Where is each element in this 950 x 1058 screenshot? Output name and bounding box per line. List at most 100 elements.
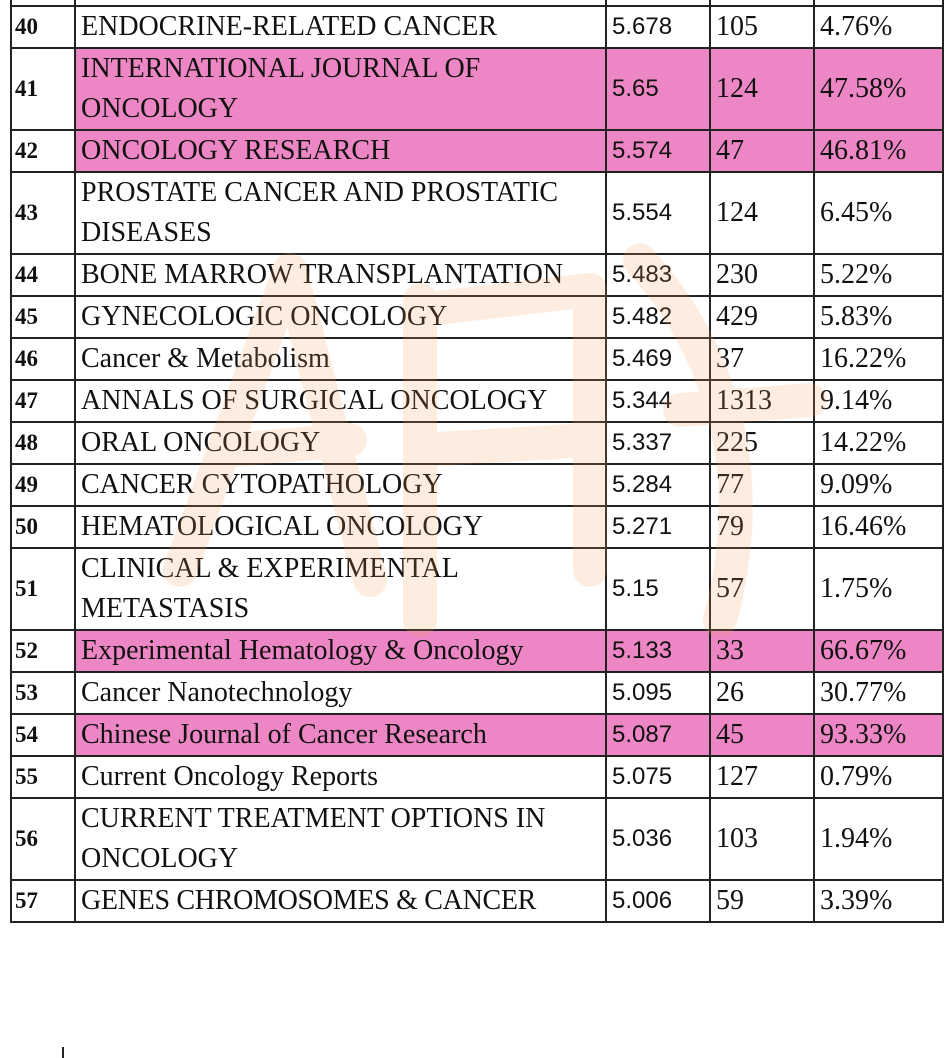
journal-name-cell: ANNALS OF SURGICAL ONCOLOGY <box>74 379 607 423</box>
table-row: 48 ORAL ONCOLOGY 5.337 225 14.22% <box>10 421 944 465</box>
impact-factor-cell: 5.087 <box>605 713 711 757</box>
journal-name-cell: CLINICAL & EXPERIMENTAL METASTASIS <box>74 547 607 631</box>
percent-cell: 46.81% <box>813 129 944 173</box>
article-count-cell: 429 <box>709 295 815 339</box>
rank-cell: 55 <box>10 755 76 799</box>
article-count-cell: 1313 <box>709 379 815 423</box>
journal-name-cell: Cancer Nanotechnology <box>74 671 607 715</box>
rank-cell: 45 <box>10 295 76 339</box>
article-count-cell: 105 <box>709 5 815 49</box>
percent-cell: 4.76% <box>813 5 944 49</box>
journal-name-cell: PROSTATE CANCER AND PROSTATIC DISEASES <box>74 171 607 255</box>
impact-factor-cell: 5.075 <box>605 755 711 799</box>
table-row: 47 ANNALS OF SURGICAL ONCOLOGY 5.344 1313 9.… <box>10 379 944 423</box>
impact-factor-cell: 5.095 <box>605 671 711 715</box>
article-count-cell: 47 <box>709 129 815 173</box>
article-count-cell: 45 <box>709 713 815 757</box>
percent-cell: 6.45% <box>813 171 944 255</box>
rank-cell: 41 <box>10 47 76 131</box>
rank-cell: 57 <box>10 879 76 923</box>
rank-cell: 42 <box>10 129 76 173</box>
table-row: 51 CLINICAL & EXPERIMENTAL METASTASIS 5.15… <box>10 547 944 631</box>
table-row: 45 GYNECOLOGIC ONCOLOGY 5.482 429 5.83% <box>10 295 944 339</box>
article-count-cell: 59 <box>709 879 815 923</box>
rank-cell: 49 <box>10 463 76 507</box>
article-count-cell: 26 <box>709 671 815 715</box>
impact-factor-cell: 5.006 <box>605 879 711 923</box>
impact-factor-cell: 5.133 <box>605 629 711 673</box>
impact-factor-cell: 5.344 <box>605 379 711 423</box>
journal-name-cell: ORAL ONCOLOGY <box>74 421 607 465</box>
journal-name-cell: HEMATOLOGICAL ONCOLOGY <box>74 505 607 549</box>
journal-name-cell: CANCER CYTOPATHOLOGY <box>74 463 607 507</box>
impact-factor-cell: 5.678 <box>605 5 711 49</box>
impact-factor-cell: 5.483 <box>605 253 711 297</box>
table-row: 53 Cancer Nanotechnology 5.095 26 30.77% <box>10 671 944 715</box>
rank-cell: 51 <box>10 547 76 631</box>
percent-cell: 16.46% <box>813 505 944 549</box>
journal-name-cell: BONE MARROW TRANSPLANTATION <box>74 253 607 297</box>
rank-cell: 46 <box>10 337 76 381</box>
rank-cell: 40 <box>10 5 76 49</box>
percent-cell: 0.79% <box>813 755 944 799</box>
journal-name-cell: Chinese Journal of Cancer Research <box>74 713 607 757</box>
rank-cell: 47 <box>10 379 76 423</box>
table-body: 40 ENDOCRINE-RELATED CANCER 5.678 105 4.76% 4… <box>10 0 944 923</box>
article-count-cell: 33 <box>709 629 815 673</box>
percent-cell: 5.83% <box>813 295 944 339</box>
article-count-cell: 124 <box>709 171 815 255</box>
journal-name-cell: ENDOCRINE-RELATED CANCER <box>74 5 607 49</box>
table-row: 43 PROSTATE CANCER AND PROSTATIC DISEASES… <box>10 171 944 255</box>
rank-cell: 53 <box>10 671 76 715</box>
rank-cell: 50 <box>10 505 76 549</box>
journal-name-cell: Current Oncology Reports <box>74 755 607 799</box>
rank-cell: 43 <box>10 171 76 255</box>
percent-cell: 9.09% <box>813 463 944 507</box>
percent-cell: 66.67% <box>813 629 944 673</box>
percent-cell: 3.39% <box>813 879 944 923</box>
impact-factor-cell: 5.65 <box>605 47 711 131</box>
article-count-cell: 127 <box>709 755 815 799</box>
impact-factor-cell: 5.554 <box>605 171 711 255</box>
article-count-cell: 77 <box>709 463 815 507</box>
percent-cell: 1.94% <box>813 797 944 881</box>
table-row: 46 Cancer & Metabolism 5.469 37 16.22% <box>10 337 944 381</box>
percent-cell: 14.22% <box>813 421 944 465</box>
table-row: 49 CANCER CYTOPATHOLOGY 5.284 77 9.09% <box>10 463 944 507</box>
percent-cell: 1.75% <box>813 547 944 631</box>
rank-cell: 56 <box>10 797 76 881</box>
impact-factor-cell: 5.574 <box>605 129 711 173</box>
impact-factor-cell: 5.284 <box>605 463 711 507</box>
journal-name-cell: GYNECOLOGIC ONCOLOGY <box>74 295 607 339</box>
rank-cell: 44 <box>10 253 76 297</box>
table-row: 40 ENDOCRINE-RELATED CANCER 5.678 105 4.76% <box>10 5 944 49</box>
page-edge-tick <box>62 1047 64 1058</box>
percent-cell: 30.77% <box>813 671 944 715</box>
table-row: 52 Experimental Hematology & Oncology 5.13… <box>10 629 944 673</box>
table-row: 42 ONCOLOGY RESEARCH 5.574 47 46.81% <box>10 129 944 173</box>
table-row: 50 HEMATOLOGICAL ONCOLOGY 5.271 79 16.46% <box>10 505 944 549</box>
rank-cell: 52 <box>10 629 76 673</box>
table-row: 57 GENES CHROMOSOMES & CANCER 5.006 59 3.39% <box>10 879 944 923</box>
table-row: 55 Current Oncology Reports 5.075 127 0.79% <box>10 755 944 799</box>
impact-factor-cell: 5.337 <box>605 421 711 465</box>
percent-cell: 9.14% <box>813 379 944 423</box>
impact-factor-cell: 5.15 <box>605 547 711 631</box>
article-count-cell: 79 <box>709 505 815 549</box>
article-count-cell: 225 <box>709 421 815 465</box>
percent-cell: 93.33% <box>813 713 944 757</box>
journal-name-cell: INTERNATIONAL JOURNAL OF ONCOLOGY <box>74 47 607 131</box>
article-count-cell: 124 <box>709 47 815 131</box>
article-count-cell: 230 <box>709 253 815 297</box>
table-row: 54 Chinese Journal of Cancer Research 5.08… <box>10 713 944 757</box>
article-count-cell: 103 <box>709 797 815 881</box>
percent-cell: 16.22% <box>813 337 944 381</box>
journal-name-cell: CURRENT TREATMENT OPTIONS IN ONCOLOGY <box>74 797 607 881</box>
table-row-cutoff <box>10 0 944 7</box>
impact-factor-cell: 5.271 <box>605 505 711 549</box>
impact-factor-cell: 5.482 <box>605 295 711 339</box>
rank-cell: 54 <box>10 713 76 757</box>
article-count-cell: 57 <box>709 547 815 631</box>
impact-factor-cell: 5.036 <box>605 797 711 881</box>
journal-name-cell: Experimental Hematology & Oncology <box>74 629 607 673</box>
